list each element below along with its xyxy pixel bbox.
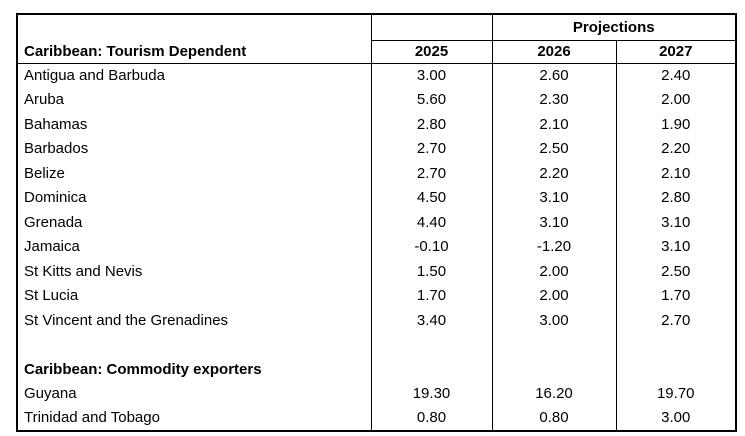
value-cell: 2.40 <box>615 63 737 88</box>
table-row: St Lucia 1.70 2.00 1.70 <box>16 283 737 308</box>
value-cell: 3.10 <box>615 234 737 259</box>
header-row-years: 2025 2026 2027 <box>17 40 737 64</box>
value-cell: 4.40 <box>370 210 493 235</box>
value-cell: 2.10 <box>491 112 617 137</box>
value-cell: 19.30 <box>370 381 493 406</box>
value-cell: 2.50 <box>615 259 737 284</box>
value-cell: 1.90 <box>615 112 737 137</box>
country-cell: Jamaica <box>16 234 372 259</box>
value-cell: 3.40 <box>370 308 493 333</box>
value-cell: 2.00 <box>491 283 617 308</box>
value-cell: 1.70 <box>615 283 737 308</box>
value-cell: 4.50 <box>370 185 493 210</box>
tourism-group-header: Caribbean: Tourism Dependent <box>16 14 372 64</box>
value-cell: 3.00 <box>491 308 617 333</box>
value-cell: 2.10 <box>615 161 737 186</box>
spacer-cell <box>615 357 737 382</box>
spacer-cell <box>370 332 493 357</box>
country-cell: Bahamas <box>16 112 372 137</box>
table-row: St Kitts and Nevis 1.50 2.00 2.50 <box>16 259 737 284</box>
table-row: Bahamas 2.80 2.10 1.90 <box>16 112 737 137</box>
country-cell: Trinidad and Tobago <box>16 406 372 431</box>
table-row: Trinidad and Tobago 0.80 0.80 3.00 <box>16 406 737 431</box>
value-cell: 2.20 <box>491 161 617 186</box>
value-cell: 2.70 <box>370 136 493 161</box>
table-row: Dominica 4.50 3.10 2.80 <box>16 185 737 210</box>
spacer-row <box>16 332 737 357</box>
table-container: Caribbean: Tourism Dependent Projections… <box>16 13 737 432</box>
spacer-cell <box>491 357 617 382</box>
commodity-group-header: Caribbean: Commodity exporters <box>16 357 372 382</box>
table-row: Barbados 2.70 2.50 2.20 <box>16 136 737 161</box>
table-row: Guyana 19.30 16.20 19.70 <box>16 381 737 406</box>
table-row: Grenada 4.40 3.10 3.10 <box>16 210 737 235</box>
country-cell: Barbados <box>16 136 372 161</box>
table-row: Antigua and Barbuda 3.00 2.60 2.40 <box>16 63 737 88</box>
country-cell: Belize <box>16 161 372 186</box>
value-cell: 2.00 <box>615 87 737 112</box>
value-cell: 0.80 <box>491 406 617 431</box>
spacer-cell <box>491 332 617 357</box>
country-cell: St Vincent and the Grenadines <box>16 308 372 333</box>
value-cell: 2.30 <box>491 87 617 112</box>
table-row: Aruba 5.60 2.30 2.00 <box>16 87 737 112</box>
value-cell: 5.60 <box>370 87 493 112</box>
table-row: Jamaica -0.10 -1.20 3.10 <box>16 234 737 259</box>
country-cell: St Kitts and Nevis <box>16 259 372 284</box>
year-header-2025: 2025 <box>370 40 493 64</box>
caribbean-projections-table: Caribbean: Tourism Dependent Projections… <box>16 13 737 432</box>
year-header-2026: 2026 <box>491 40 617 64</box>
value-cell: 3.00 <box>370 63 493 88</box>
value-cell: 3.10 <box>491 210 617 235</box>
value-cell: 2.80 <box>370 112 493 137</box>
table-row: Belize 2.70 2.20 2.10 <box>16 161 737 186</box>
value-cell: 19.70 <box>615 381 737 406</box>
country-cell: Dominica <box>16 185 372 210</box>
country-cell: Grenada <box>16 210 372 235</box>
country-cell: Guyana <box>16 381 372 406</box>
spacer-cell <box>370 357 493 382</box>
country-cell: Aruba <box>16 87 372 112</box>
value-cell: 3.10 <box>491 185 617 210</box>
value-cell: 2.20 <box>615 136 737 161</box>
value-cell: 2.70 <box>615 308 737 333</box>
spacer-cell <box>615 332 737 357</box>
value-cell: 1.50 <box>370 259 493 284</box>
value-cell: 3.00 <box>615 406 737 431</box>
value-cell: 2.00 <box>491 259 617 284</box>
value-cell: -0.10 <box>370 234 493 259</box>
country-cell: St Lucia <box>16 283 372 308</box>
value-cell: 3.10 <box>615 210 737 235</box>
header-row-projections: Caribbean: Tourism Dependent Projections <box>16 14 737 64</box>
value-cell: 1.70 <box>370 283 493 308</box>
commodity-group-header-row: Caribbean: Commodity exporters <box>16 357 737 382</box>
projections-header: Projections <box>491 14 737 41</box>
value-cell: -1.20 <box>491 234 617 259</box>
value-cell: 0.80 <box>370 406 493 431</box>
year-header-2027: 2027 <box>615 40 737 64</box>
table-row: St Vincent and the Grenadines 3.40 3.00 … <box>16 308 737 333</box>
value-cell: 16.20 <box>491 381 617 406</box>
value-cell: 2.80 <box>615 185 737 210</box>
empty-header-cell <box>370 14 493 41</box>
value-cell: 2.50 <box>491 136 617 161</box>
value-cell: 2.70 <box>370 161 493 186</box>
country-cell: Antigua and Barbuda <box>16 63 372 88</box>
spacer-cell <box>16 332 372 357</box>
value-cell: 2.60 <box>491 63 617 88</box>
